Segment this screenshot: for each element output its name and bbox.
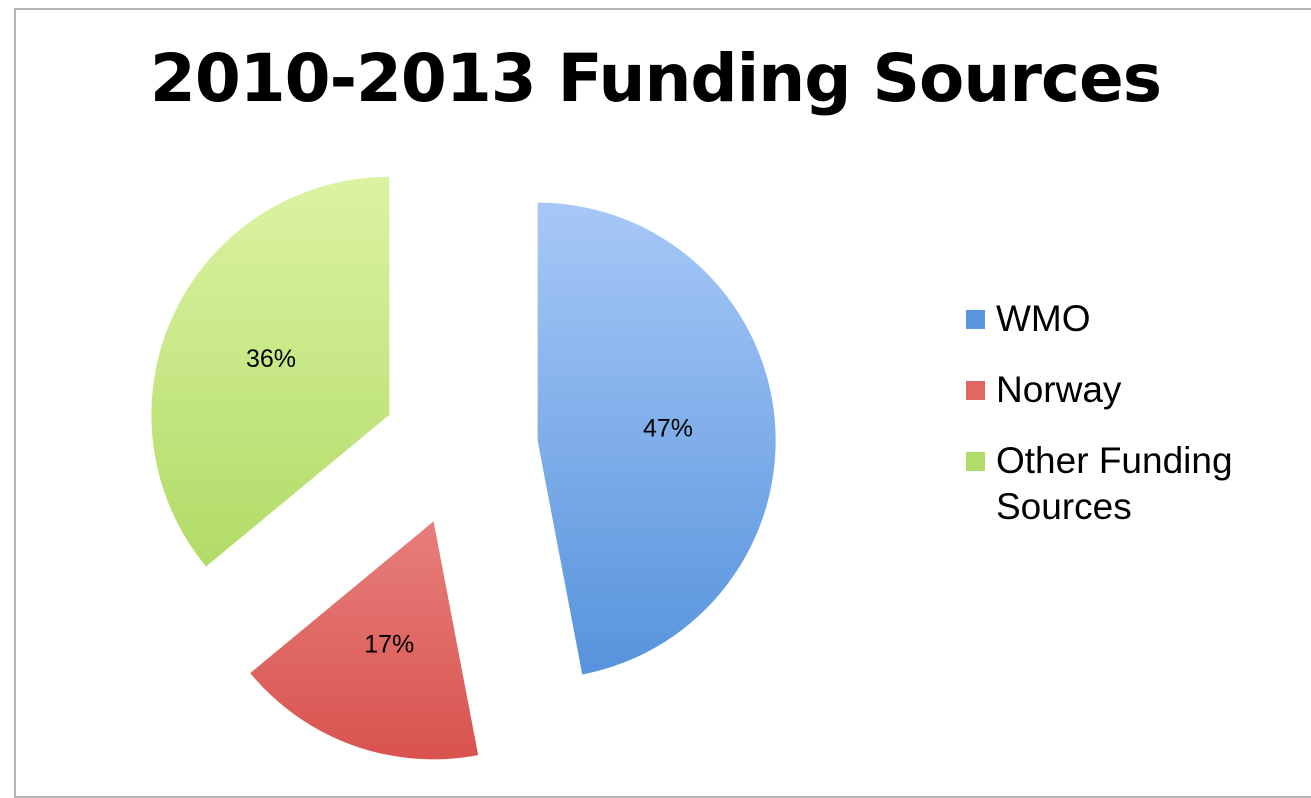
slice-other-funding-sources: [151, 176, 390, 567]
pie-slices: [151, 176, 776, 760]
legend-item-wmo: WMO: [966, 296, 1296, 342]
legend-swatch-wmo: [966, 310, 985, 329]
legend-label-wmo: WMO: [996, 298, 1091, 339]
legend-swatch-norway: [966, 381, 985, 400]
slice-wmo-label: 47%: [643, 414, 693, 442]
pie-chart: 47% 17% 36%: [151, 176, 776, 760]
legend: WMO Norway Other Funding Sources: [966, 296, 1296, 555]
slice-wmo: [537, 202, 776, 675]
pie-labels: 47% 17% 36%: [246, 345, 693, 658]
legend-swatch-other: [966, 452, 985, 471]
legend-label-norway: Norway: [996, 369, 1122, 410]
legend-label-other: Other Funding Sources: [996, 440, 1233, 527]
chart-title: 2010-2013 Funding Sources: [149, 40, 1162, 117]
slice-norway-label: 17%: [364, 631, 414, 659]
slice-other-funding-sources-label: 36%: [246, 345, 296, 373]
legend-item-norway: Norway: [966, 367, 1296, 413]
legend-item-other: Other Funding Sources: [966, 438, 1296, 530]
slice-norway: [250, 521, 479, 760]
